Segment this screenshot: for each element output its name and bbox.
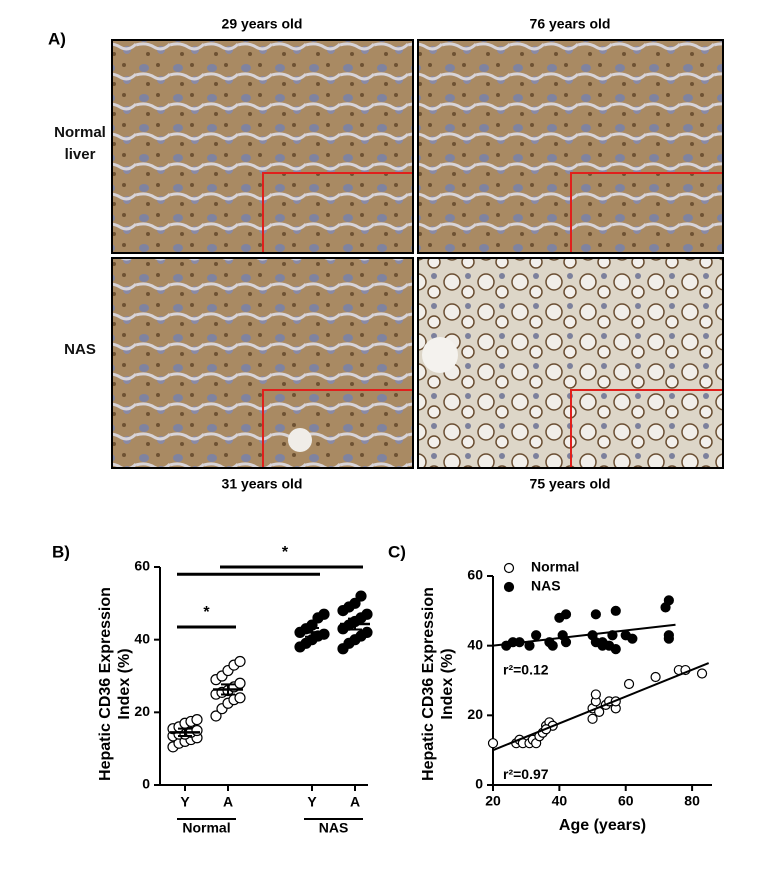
y-tick-label: 0 (475, 776, 483, 792)
scatter-point (696, 668, 708, 679)
image-label: 31 years old (222, 476, 303, 492)
scatter-point (623, 678, 635, 690)
x-tick-label: 40 (552, 793, 568, 809)
vacuole (288, 428, 312, 452)
scatter-point (560, 637, 572, 648)
panel-label: C) (388, 542, 406, 561)
r2-label: r²=0.97 (503, 766, 549, 782)
dot (355, 590, 367, 602)
dot (234, 677, 246, 689)
scatter-point (610, 605, 621, 616)
scatter-point (560, 609, 572, 620)
y-tick-label: 40 (134, 630, 150, 646)
y-tick-label: 20 (467, 706, 483, 722)
scatter-point (610, 644, 621, 655)
fit-line (492, 623, 676, 647)
scatter-point (590, 609, 601, 620)
dot (234, 655, 246, 668)
scatter-point (487, 738, 499, 749)
dot (234, 692, 246, 704)
scatter-point (627, 633, 638, 644)
x-tick-label: 80 (684, 793, 700, 809)
micrograph (111, 257, 414, 469)
dot (349, 597, 361, 609)
significance-label: * (203, 604, 210, 621)
error-bar (221, 683, 235, 696)
r2-label: r²=0.12 (503, 661, 549, 677)
group-label: NAS (319, 820, 349, 836)
scatter-point (587, 713, 598, 724)
y-tick-label: 0 (142, 776, 150, 792)
x-tick-label: A (350, 794, 360, 810)
scatter-point (547, 640, 558, 651)
legend-label: NAS (531, 578, 561, 594)
image-label: 75 years old (530, 476, 611, 492)
scatter-point (590, 689, 601, 700)
legend-label: Normal (531, 559, 579, 575)
group-label: Normal (182, 820, 230, 836)
dot (210, 710, 222, 722)
dot (191, 724, 203, 737)
scatter-point (650, 671, 661, 683)
scatter-point (663, 595, 674, 606)
error-bar (178, 727, 192, 737)
image-label: 76 years old (530, 16, 611, 32)
y-tick-label: 60 (134, 558, 150, 574)
row-label: NAS (64, 341, 96, 358)
significance-label: * (282, 544, 289, 561)
scatter-point (663, 630, 674, 641)
dot (318, 628, 330, 640)
y-tick-label: 60 (467, 567, 483, 583)
y-tick-label: 40 (467, 636, 483, 652)
y-axis-title: Hepatic CD36 Expression Index (%) (97, 587, 133, 781)
dot (318, 608, 330, 620)
legend-marker (503, 562, 515, 574)
panel-label: B) (52, 542, 70, 561)
error-bar (348, 617, 362, 631)
micrographs (111, 39, 724, 469)
dot (361, 626, 373, 639)
x-tick-label: 60 (618, 793, 634, 809)
x-tick-label: Y (180, 794, 190, 810)
x-tick-label: A (223, 794, 233, 810)
fit-line (492, 662, 710, 752)
row-label: Normal liver (54, 124, 106, 163)
x-tick-label: 20 (485, 793, 501, 809)
scatter-point (531, 630, 542, 641)
panel-label: A) (48, 29, 66, 48)
legend-marker (503, 581, 515, 593)
x-axis-title: Age (years) (559, 817, 646, 834)
y-tick-label: 20 (134, 703, 150, 719)
vacuole (422, 337, 458, 373)
error-bar (305, 627, 319, 638)
x-tick-label: Y (307, 794, 317, 810)
image-label: 29 years old (222, 16, 303, 32)
y-axis-title: Hepatic CD36 Expression Index (%) (420, 587, 456, 781)
inset-border (262, 172, 722, 467)
dot (191, 713, 203, 726)
dot (361, 608, 373, 620)
